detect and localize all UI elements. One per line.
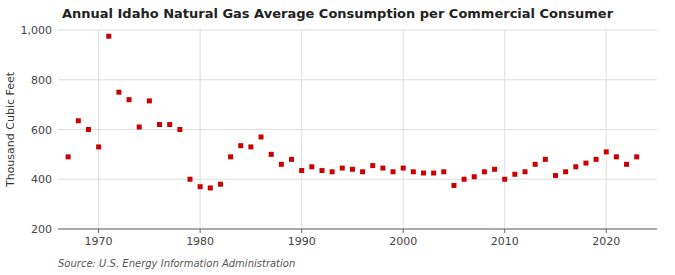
point [289,157,294,162]
x-tick-label: 1980 [186,235,214,248]
point [167,122,172,127]
y-grid-line [58,129,657,130]
point [502,177,507,182]
point [76,118,81,123]
point [198,184,203,189]
point [248,144,253,149]
x-tick [504,229,505,233]
y-tick-label: 600 [31,124,52,137]
y-grid-line [58,179,657,180]
point [350,167,355,172]
x-grid-line [504,30,505,229]
x-tick [98,229,99,233]
point [137,125,142,130]
points [66,34,640,191]
point [147,98,152,103]
point [228,154,233,159]
x-tick [403,229,404,233]
point [523,169,528,174]
y-grid-line [58,229,657,230]
chart-svg: Annual Idaho Natural Gas Average Consump… [0,0,675,275]
y-grid-line [58,30,657,31]
y-axis-label: Thousand Cubic Feet [4,71,17,188]
point [360,169,365,174]
x-grid-line [301,30,302,229]
point [563,169,568,174]
point [259,134,264,139]
point [330,169,335,174]
point [441,169,446,174]
point [462,177,467,182]
point [451,183,456,188]
point [116,90,121,95]
point [208,185,213,190]
point [573,164,578,169]
point [177,127,182,132]
chart-container: Annual Idaho Natural Gas Average Consump… [0,0,675,275]
x-tick-label: 1970 [85,235,113,248]
point [218,182,223,187]
x-grid-line [403,30,404,229]
x-tick [301,229,302,233]
point [533,162,538,167]
x-tick-label: 2020 [592,235,620,248]
point [624,162,629,167]
x-tick-label: 2010 [491,235,519,248]
axes: 200 400 600 800 1,000 1970 1980 1990 2000 2010 202… [21,24,658,248]
point [187,177,192,182]
point [380,166,385,171]
point [66,154,71,159]
point [583,161,588,166]
annotation: Source: U.S. Energy Information Administ… [58,258,295,269]
point [269,152,274,157]
point [604,149,609,154]
point [86,127,91,132]
point [238,143,243,148]
point [482,169,487,174]
x-tick [200,229,201,233]
point [319,168,324,173]
point [391,169,396,174]
grid [58,30,657,229]
point [157,122,162,127]
point [512,172,517,177]
point [594,157,599,162]
point [614,154,619,159]
y-tick-label: 1,000 [21,24,53,37]
x-grid-line [98,30,99,229]
point [401,166,406,171]
point [96,144,101,149]
point [431,171,436,176]
x-tick-label: 1990 [288,235,316,248]
point [543,157,548,162]
point [472,174,477,179]
y-grid-line [58,79,657,80]
point [340,166,345,171]
point [553,173,558,178]
point [492,167,497,172]
x-grid-line [606,30,607,229]
point [370,163,375,168]
y-tick-label: 800 [31,74,52,87]
point [279,162,284,167]
y-tick-label: 400 [31,173,52,186]
point [106,34,111,39]
x-tick [606,229,607,233]
point [127,97,132,102]
point [411,169,416,174]
point [309,164,314,169]
x-axis-line [58,229,657,230]
y-tick-label: 200 [31,223,52,236]
point [634,154,639,159]
point [421,171,426,176]
x-grid-line [200,30,201,229]
title: Annual Idaho Natural Gas Average Consump… [62,6,614,21]
point [299,168,304,173]
x-tick-label: 2000 [389,235,417,248]
